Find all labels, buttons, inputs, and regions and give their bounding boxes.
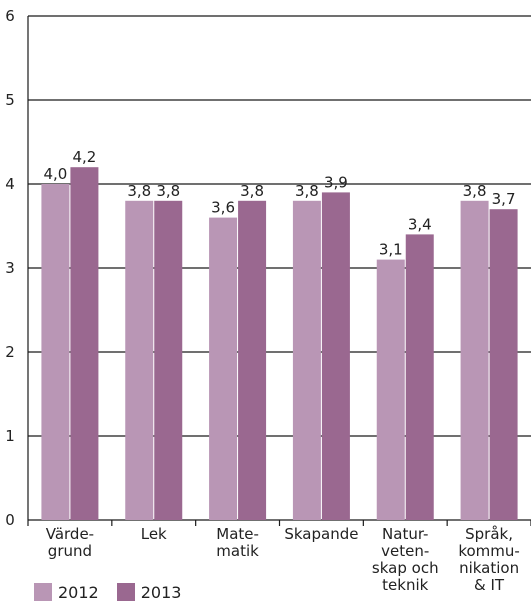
data-label-2013-1: 3,8 (156, 182, 180, 200)
data-label-2013-0: 4,2 (72, 148, 96, 166)
data-label-2013-5: 3,7 (492, 190, 516, 208)
legend-swatch-2013 (116, 583, 135, 601)
bar-2013-1 (154, 200, 183, 521)
data-label-2013-3: 3,9 (324, 173, 348, 191)
bar-2012-5 (460, 200, 489, 521)
data-label-2012-5: 3,8 (463, 182, 487, 200)
bar-2012-1 (125, 200, 154, 521)
bar-2013-2 (238, 200, 267, 521)
bar-2012-3 (292, 200, 321, 521)
bar-2012-0 (41, 184, 70, 520)
y-tick-label: 6 (5, 7, 15, 25)
legend-label-2012: 2012 (58, 582, 99, 602)
x-category-label: grund (48, 542, 92, 560)
legend-label-2013: 2013 (140, 582, 182, 602)
bar-2012-2 (209, 217, 238, 520)
legend: 2012 2013 (34, 581, 181, 603)
bar-2012-4 (376, 259, 405, 520)
bar-2013-5 (489, 209, 518, 520)
x-category-label: matik (216, 542, 259, 560)
bar-2013-3 (321, 192, 350, 520)
x-category-label: nikation (459, 559, 519, 577)
x-category-label: teknik (382, 576, 428, 594)
bar-2013-0 (70, 167, 99, 520)
x-category-label: Värde- (46, 525, 94, 543)
x-category-label: Mate- (216, 525, 259, 543)
data-label-2013-2: 3,8 (240, 182, 264, 200)
x-category-label: skap och (372, 559, 439, 577)
x-category-label: veten- (381, 542, 429, 560)
y-tick-label: 4 (5, 175, 15, 193)
data-label-2012-3: 3,8 (295, 182, 319, 200)
data-label-2012-1: 3,8 (127, 182, 151, 200)
x-category-label: Skapande (284, 525, 358, 543)
data-label-2012-2: 3,6 (211, 199, 235, 217)
data-label-2012-4: 3,1 (379, 241, 403, 259)
x-category-label: & IT (474, 576, 505, 594)
data-label-2012-0: 4,0 (43, 165, 67, 183)
bar-2013-4 (405, 234, 434, 520)
x-category-label: kommu- (458, 542, 519, 560)
x-category-label: Natur- (382, 525, 428, 543)
y-tick-label: 2 (5, 343, 15, 361)
y-tick-label: 1 (5, 427, 15, 445)
x-category-label: Språk, (465, 525, 513, 543)
y-tick-label: 5 (5, 91, 15, 109)
y-tick-label: 0 (5, 511, 15, 529)
x-category-label: Lek (141, 525, 167, 543)
legend-swatch-2012 (34, 583, 52, 601)
data-label-2013-4: 3,4 (408, 215, 432, 233)
y-tick-label: 3 (5, 259, 15, 277)
